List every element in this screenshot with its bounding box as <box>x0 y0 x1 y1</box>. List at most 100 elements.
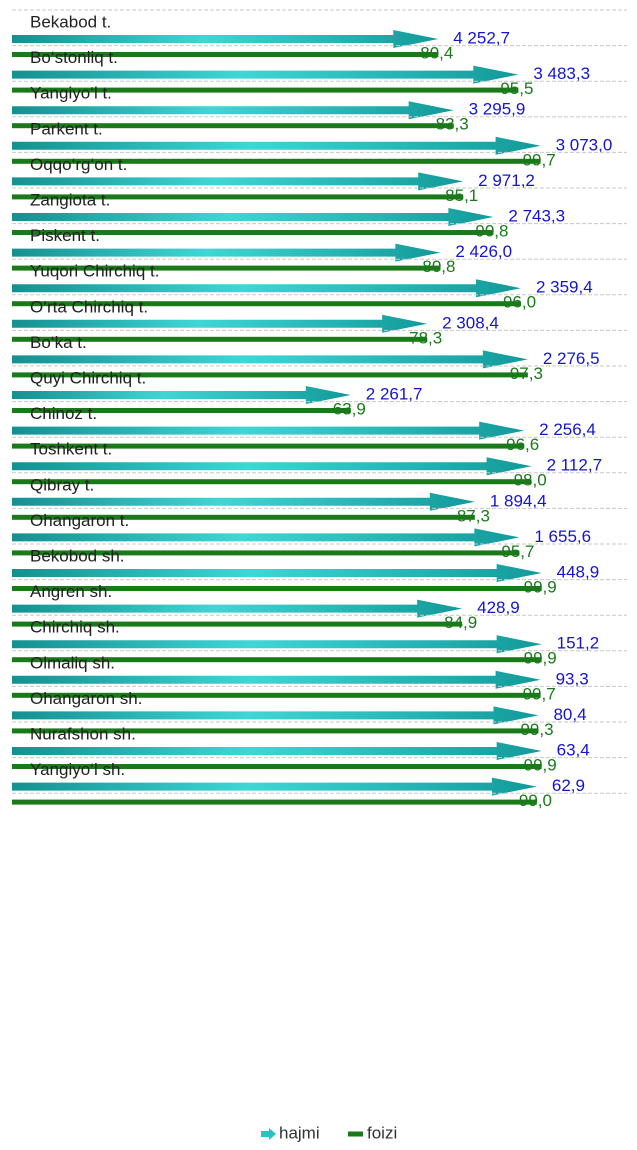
foizi-bar <box>12 158 541 164</box>
hajmi-value-label: 1 894,4 <box>490 491 547 510</box>
foizi-value-label: 96,6 <box>506 435 539 454</box>
foizi-bar <box>12 692 541 698</box>
category-label: Olmaliq sh. <box>30 653 115 672</box>
category-label: Bekabod t. <box>30 12 111 31</box>
foizi-value-label: 83,3 <box>436 115 469 134</box>
foizi-value-label: 98,0 <box>514 471 547 490</box>
arrow-bar <box>12 386 351 404</box>
arrow-bar <box>12 65 519 84</box>
foizi-value-label: 99,9 <box>524 649 557 668</box>
foizi-bar <box>12 301 521 307</box>
hajmi-value-label: 448,9 <box>557 562 600 581</box>
foizi-bar <box>12 550 520 556</box>
hajmi-value-label: 93,3 <box>556 669 589 688</box>
arrow-bar <box>12 279 521 298</box>
arrow-bar <box>12 742 542 760</box>
arrow-bar <box>12 564 542 582</box>
legend-swatch <box>261 1128 276 1140</box>
arrow-bar <box>12 314 428 333</box>
hajmi-value-label: 151,2 <box>557 634 600 653</box>
foizi-value-label: 87,3 <box>457 506 490 525</box>
foizi-value-label: 85,1 <box>445 186 478 205</box>
category-label: Yuqori Chirchiq t. <box>30 262 159 281</box>
arrow-bar <box>12 208 494 226</box>
foizi-value-label: 80,8 <box>422 257 455 276</box>
foizi-bar <box>12 586 542 591</box>
foizi-value-label: 99,7 <box>523 150 556 169</box>
foizi-value-label: 97,3 <box>510 364 543 383</box>
foizi-value-label: 90,8 <box>475 221 508 240</box>
hajmi-value-label: 2 359,4 <box>536 278 593 297</box>
hajmi-value-label: 63,4 <box>557 740 590 759</box>
arrow-bar <box>12 457 532 476</box>
arrow-bar <box>12 30 439 48</box>
foizi-bar <box>12 408 351 413</box>
foizi-bar <box>12 799 537 805</box>
foizi-bar <box>12 230 494 235</box>
foizi-bar <box>12 194 464 200</box>
category-label: Ohangaron t. <box>30 511 129 530</box>
arrow-bar <box>12 670 541 689</box>
hajmi-value-label: 2 256,4 <box>539 420 596 439</box>
hajmi-value-label: 2 308,4 <box>442 313 499 332</box>
hajmi-value-label: 2 261,7 <box>366 384 423 403</box>
category-label: Quyi Chirchiq t. <box>30 368 146 387</box>
hajmi-value-label: 2 971,2 <box>478 171 535 190</box>
arrow-bar <box>12 172 464 191</box>
arrow-bar <box>12 136 541 155</box>
hajmi-value-label: 62,9 <box>552 776 585 795</box>
hajmi-value-label: 2 743,3 <box>508 206 565 225</box>
category-label: Chirchiq sh. <box>30 618 120 637</box>
foizi-value-label: 99,0 <box>519 791 552 810</box>
category-label: Angren sh. <box>30 582 112 601</box>
foizi-bar <box>12 728 539 734</box>
hajmi-value-label: 3 483,3 <box>533 64 590 83</box>
foizi-bar <box>12 265 441 271</box>
hajmi-value-label: 1 655,6 <box>534 527 591 546</box>
arrow-bar <box>12 635 542 654</box>
foizi-bar <box>12 443 525 449</box>
category-label: Ohangaron sh. <box>30 689 142 708</box>
category-label: Yangiyo‘l sh. <box>30 760 125 779</box>
category-label: Bo‘ka t. <box>30 333 87 352</box>
category-label: Yangiyo‘l t. <box>30 84 112 103</box>
foizi-value-label: 95,7 <box>501 542 534 561</box>
category-label: Zangiota t. <box>30 190 110 209</box>
category-label: Piskent t. <box>30 226 100 245</box>
legend-label: hajmi <box>279 1123 320 1142</box>
category-label: Bekobod sh. <box>30 546 125 565</box>
foizi-value-label: 78,3 <box>409 328 442 347</box>
hajmi-value-label: 80,4 <box>553 705 586 724</box>
hajmi-value-label: 428,9 <box>477 598 520 617</box>
legend-label: foizi <box>367 1123 397 1142</box>
hajmi-value-label: 3 073,0 <box>556 135 613 154</box>
category-label: Parkent t. <box>30 119 103 138</box>
category-label: Bo‘stonliq t. <box>30 48 118 67</box>
hajmi-value-label: 3 295,9 <box>469 100 526 119</box>
foizi-value-label: 80,4 <box>420 43 453 62</box>
arrow-bar <box>12 101 454 120</box>
foizi-bar <box>12 514 475 520</box>
arrow-bar <box>12 706 539 725</box>
category-label: O‘rta Chirchiq t. <box>30 297 148 316</box>
foizi-bar <box>12 621 463 627</box>
legend-swatch <box>348 1131 363 1137</box>
foizi-value-label: 63,9 <box>333 399 366 418</box>
category-label: Oqqo‘rg‘on t. <box>30 155 127 174</box>
category-label: Nurafshon sh. <box>30 724 136 743</box>
hajmi-value-label: 2 276,5 <box>543 349 600 368</box>
foizi-bar <box>12 372 528 378</box>
foizi-value-label: 99,7 <box>523 684 556 703</box>
hajmi-value-label: 2 426,0 <box>455 242 512 261</box>
arrow-bar <box>12 243 441 262</box>
foizi-value-label: 99,9 <box>524 755 557 774</box>
arrow-bar <box>12 421 525 440</box>
category-label: Qibray t. <box>30 475 94 494</box>
hajmi-value-label: 4 252,7 <box>453 28 510 47</box>
foizi-value-label: 96,0 <box>503 293 536 312</box>
hajmi-value-label: 2 112,7 <box>547 456 602 475</box>
foizi-bar <box>12 123 454 129</box>
foizi-bar <box>12 657 542 663</box>
arrow-bar <box>12 350 528 369</box>
